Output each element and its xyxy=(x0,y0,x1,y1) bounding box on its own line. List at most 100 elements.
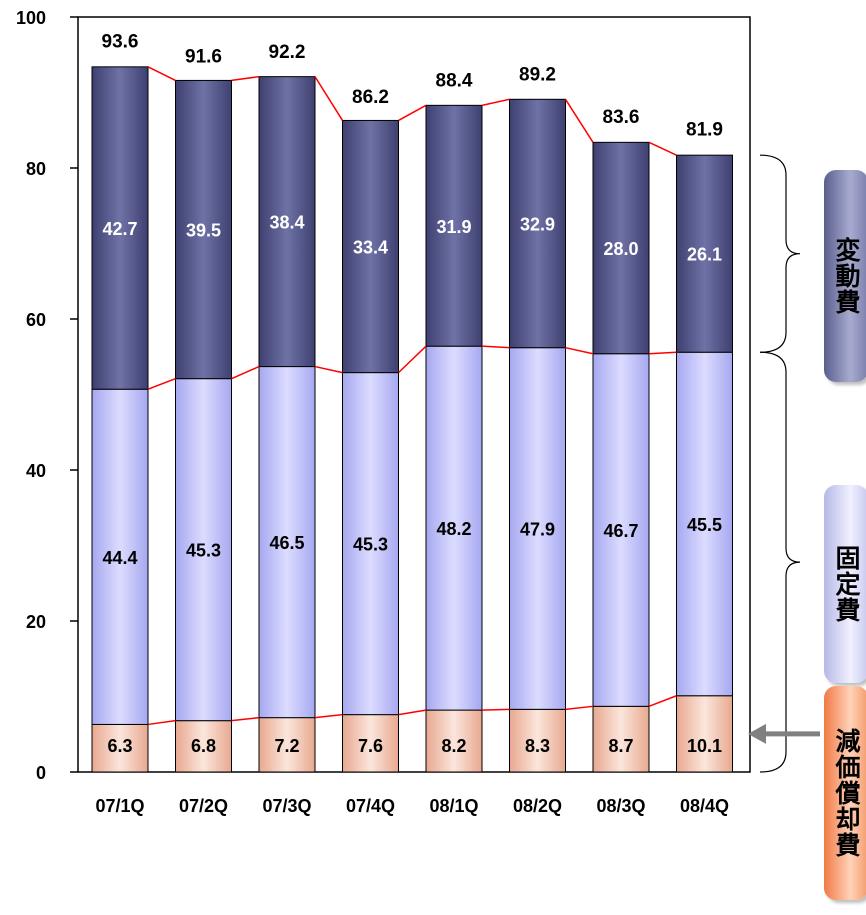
data-label: 6.3 xyxy=(107,736,132,756)
connector-line xyxy=(397,345,427,374)
x-tick-label: 08/2Q xyxy=(513,796,562,816)
total-label: 81.9 xyxy=(686,120,723,141)
data-label: 39.5 xyxy=(186,221,221,241)
connector-line xyxy=(565,705,594,711)
bar-segment xyxy=(342,119,399,374)
y-tick-label: 40 xyxy=(26,461,46,481)
connector-line xyxy=(398,104,427,122)
data-label: 32.9 xyxy=(520,214,555,234)
connector-line xyxy=(648,141,677,156)
bar-segment xyxy=(509,708,566,773)
data-label: 46.7 xyxy=(603,521,638,541)
connector-line xyxy=(314,365,343,374)
bar-segment xyxy=(676,695,733,773)
y-tick-label: 100 xyxy=(16,8,46,28)
depreciation-arrow-head xyxy=(748,723,766,744)
y-tick-label: 20 xyxy=(26,612,46,632)
bar-segment xyxy=(425,104,483,347)
depreciation-label-text: 減価償却費 xyxy=(832,728,861,858)
connector-line xyxy=(564,98,594,143)
bar-segment xyxy=(509,347,566,710)
data-label: 31.9 xyxy=(436,217,471,237)
connector-line xyxy=(231,716,260,722)
x-tick-label: 08/3Q xyxy=(596,796,645,816)
connector-line xyxy=(314,76,344,121)
x-tick-label: 07/3Q xyxy=(262,796,311,816)
bar-segment xyxy=(592,141,650,355)
x-tick-label: 07/1Q xyxy=(95,796,144,816)
bar-segment xyxy=(509,98,566,349)
bar-segment xyxy=(425,709,483,773)
data-label: 8.7 xyxy=(608,736,633,756)
x-tick-label: 08/1Q xyxy=(429,796,478,816)
data-label: 45.3 xyxy=(353,535,388,555)
connector-line xyxy=(231,365,260,380)
x-tick-label: 07/4Q xyxy=(346,796,395,816)
bar-segment xyxy=(175,378,232,722)
bar-segment xyxy=(592,705,650,773)
total-label: 83.6 xyxy=(603,107,640,128)
y-tick-label: 60 xyxy=(26,310,46,330)
connector-line xyxy=(481,708,510,711)
connector-line xyxy=(147,377,176,390)
connector-line xyxy=(398,709,427,716)
bar-segment xyxy=(676,351,733,697)
depreciation-label: 減価償却費 xyxy=(824,686,866,900)
bar-segment xyxy=(425,345,483,711)
x-tick-label: 08/4Q xyxy=(680,796,729,816)
connector-line xyxy=(481,345,510,349)
data-label: 47.9 xyxy=(520,520,555,540)
data-label: 45.5 xyxy=(687,515,722,535)
plot-frame xyxy=(77,16,751,773)
total-label: 88.4 xyxy=(436,71,473,92)
data-label: 10.1 xyxy=(687,736,722,756)
data-label: 44.4 xyxy=(102,548,137,568)
bar-segment xyxy=(342,714,399,773)
data-label: 42.7 xyxy=(102,219,137,239)
total-label: 89.2 xyxy=(519,65,556,86)
connector-line xyxy=(231,75,260,82)
fixed-cost-label-text: 固定費 xyxy=(832,545,861,623)
connector-line xyxy=(481,98,510,107)
variable-cost-label: 変動費 xyxy=(824,170,866,382)
data-label: 7.6 xyxy=(358,736,383,756)
fixed-cost-brace xyxy=(759,351,801,773)
connector-line xyxy=(565,346,594,355)
bar-segment xyxy=(91,66,149,390)
data-label: 38.4 xyxy=(269,213,304,233)
y-tick-label: 80 xyxy=(26,159,46,179)
data-label: 48.2 xyxy=(436,519,471,539)
data-label: 6.8 xyxy=(191,736,216,756)
bar-segment xyxy=(175,79,232,380)
data-label: 28.0 xyxy=(603,239,638,259)
connector-line xyxy=(648,351,677,355)
data-label: 46.5 xyxy=(269,533,304,553)
bar-segment xyxy=(258,366,316,719)
bar-segment xyxy=(592,353,650,707)
connector-line xyxy=(314,713,343,719)
data-label: 26.1 xyxy=(687,245,722,265)
connector-line xyxy=(147,66,176,82)
y-tick-label: 0 xyxy=(36,763,46,783)
connector-line xyxy=(648,695,677,708)
bar-segment xyxy=(676,154,733,353)
x-tick-label: 07/2Q xyxy=(179,796,228,816)
total-label: 86.2 xyxy=(352,87,389,108)
total-label: 91.6 xyxy=(185,46,222,67)
data-label: 8.3 xyxy=(525,736,550,756)
bar-segment xyxy=(175,720,232,773)
connector-line xyxy=(147,719,176,726)
bar-segment xyxy=(91,388,149,725)
variable-cost-brace xyxy=(759,154,801,353)
data-label: 33.4 xyxy=(353,238,388,258)
data-label: 45.3 xyxy=(186,541,221,561)
fixed-cost-label: 固定費 xyxy=(824,485,866,683)
bar-segment xyxy=(342,372,399,716)
bar-segment xyxy=(258,76,316,368)
total-label: 92.2 xyxy=(269,42,306,63)
variable-cost-label-text: 変動費 xyxy=(832,237,861,315)
bar-segment xyxy=(258,717,316,773)
data-label: 7.2 xyxy=(274,736,299,756)
